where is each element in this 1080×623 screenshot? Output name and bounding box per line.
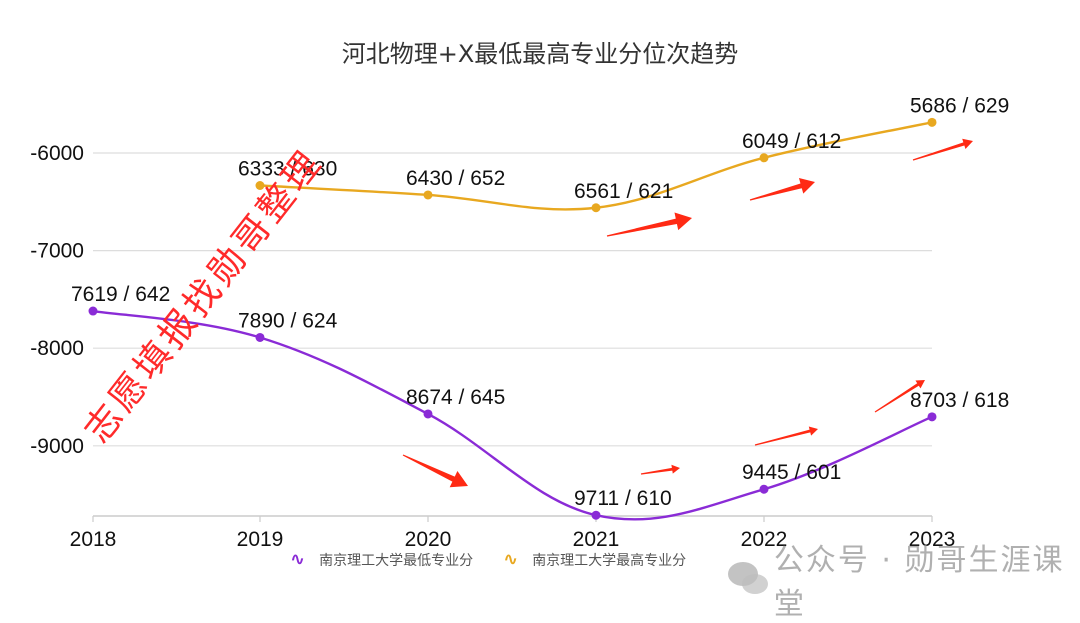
data-point[interactable]	[759, 153, 769, 163]
data-label: 9711 / 610	[574, 487, 672, 510]
x-tick-label: 2021	[573, 528, 620, 551]
trend-arrow-icon	[749, 178, 815, 201]
data-point[interactable]	[88, 306, 98, 316]
data-label: 6049 / 612	[742, 130, 841, 153]
line-chart: -6000 -7000 -8000 -9000 2018 2019 2020 2021 202…	[30, 94, 1009, 551]
data-point[interactable]	[591, 203, 601, 213]
data-point[interactable]	[255, 181, 265, 191]
data-label: 7890 / 624	[238, 309, 338, 332]
data-label: 9445 / 601	[742, 461, 841, 484]
data-labels: 7619 / 642 7890 / 624 8674 / 645 9711 / 610…	[71, 94, 1009, 510]
x-tick-label: 2019	[237, 528, 284, 551]
data-label: 8703 / 618	[910, 389, 1009, 412]
y-gridlines: -6000 -7000 -8000 -9000	[30, 142, 932, 458]
chart-title: 河北物理+X最低最高专业分位次趋势	[341, 40, 739, 68]
footer-watermark-text: 公众号 · 勋哥生涯课堂	[773, 543, 1065, 622]
data-point[interactable]	[255, 332, 265, 342]
wechat-icon	[728, 562, 768, 596]
x-tick-label: 2018	[70, 528, 117, 551]
trend-arrow-icon	[606, 212, 692, 237]
x-tick-label: 2022	[741, 528, 788, 551]
y-tick-label: -8000	[30, 337, 84, 360]
data-label: 6430 / 652	[406, 167, 505, 190]
legend: ∿ 南京理工大学最低专业分 ∿ 南京理工大学最高专业分	[290, 550, 686, 570]
data-point[interactable]	[927, 117, 937, 127]
data-point[interactable]	[591, 510, 601, 520]
data-label: 7619 / 642	[71, 283, 170, 306]
legend-item-max[interactable]: ∿ 南京理工大学最高专业分	[503, 550, 686, 570]
data-point[interactable]	[927, 412, 937, 422]
line-wave-icon: ∿	[503, 549, 519, 570]
y-tick-label: -9000	[30, 435, 84, 458]
legend-label-min: 南京理工大学最低专业分	[319, 553, 474, 569]
y-tick-label: -6000	[30, 142, 84, 165]
line-wave-icon: ∿	[290, 549, 306, 570]
trend-arrow-icon	[754, 426, 818, 446]
trend-arrow-icon	[874, 380, 925, 413]
data-label: 6561 / 621	[574, 180, 673, 203]
footer-watermark: 公众号 · 勋哥生涯课堂	[728, 535, 1080, 623]
data-label: 6333 / 630	[238, 158, 337, 181]
data-point[interactable]	[423, 409, 433, 419]
legend-label-max: 南京理工大学最高专业分	[532, 553, 687, 569]
trend-arrows	[402, 138, 973, 488]
y-tick-label: -7000	[30, 240, 84, 263]
x-tick-label: 2023	[909, 528, 956, 551]
series-lines	[88, 117, 937, 521]
legend-item-min[interactable]: ∿ 南京理工大学最低专业分	[290, 550, 473, 570]
data-point[interactable]	[759, 484, 769, 494]
trend-arrow-icon	[912, 138, 973, 161]
x-tick-label: 2020	[405, 528, 452, 551]
trend-arrow-icon	[640, 464, 680, 475]
data-point[interactable]	[423, 190, 433, 200]
trend-arrow-icon	[402, 454, 468, 488]
series-line	[92, 309, 933, 521]
data-label: 8674 / 645	[406, 386, 505, 409]
data-label: 5686 / 629	[910, 94, 1009, 117]
